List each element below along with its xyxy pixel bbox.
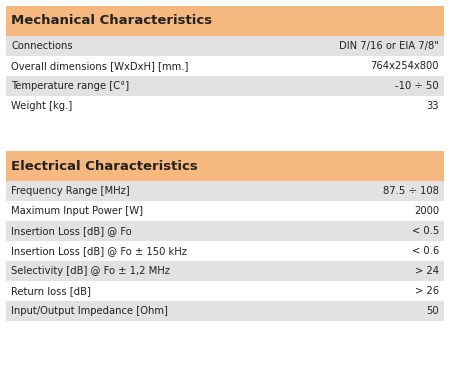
- Text: Temperature range [C°]: Temperature range [C°]: [11, 81, 129, 91]
- Text: 50: 50: [427, 306, 439, 316]
- Text: < 0.5: < 0.5: [412, 226, 439, 236]
- Text: Input/Output Impedance [Ohm]: Input/Output Impedance [Ohm]: [11, 306, 168, 316]
- Text: Insertion Loss [dB] @ Fo ± 150 kHz: Insertion Loss [dB] @ Fo ± 150 kHz: [11, 246, 187, 256]
- Text: Weight [kg.]: Weight [kg.]: [11, 101, 72, 111]
- Bar: [6, 36, 444, 56]
- Text: 87.5 ÷ 108: 87.5 ÷ 108: [383, 186, 439, 196]
- Text: 33: 33: [427, 101, 439, 111]
- Text: 2000: 2000: [414, 206, 439, 216]
- Bar: [6, 96, 444, 116]
- Text: Overall dimensions [WxDxH] [mm.]: Overall dimensions [WxDxH] [mm.]: [11, 61, 189, 71]
- Bar: [6, 201, 444, 221]
- Bar: [6, 301, 444, 321]
- Text: Frequency Range [MHz]: Frequency Range [MHz]: [11, 186, 130, 196]
- Bar: [6, 151, 444, 181]
- Text: -10 ÷ 50: -10 ÷ 50: [396, 81, 439, 91]
- Text: Connections: Connections: [11, 41, 72, 51]
- Text: > 26: > 26: [415, 286, 439, 296]
- Bar: [6, 76, 444, 96]
- Bar: [6, 6, 444, 36]
- Text: Maximum Input Power [W]: Maximum Input Power [W]: [11, 206, 143, 216]
- Text: > 24: > 24: [415, 266, 439, 276]
- Text: 764x254x800: 764x254x800: [370, 61, 439, 71]
- Bar: [6, 56, 444, 76]
- Text: Selectivity [dB] @ Fo ± 1,2 MHz: Selectivity [dB] @ Fo ± 1,2 MHz: [11, 266, 170, 276]
- Bar: [6, 261, 444, 281]
- Bar: [6, 241, 444, 261]
- Text: Mechanical Characteristics: Mechanical Characteristics: [11, 15, 212, 27]
- Text: Insertion Loss [dB] @ Fo: Insertion Loss [dB] @ Fo: [11, 226, 132, 236]
- Bar: [6, 221, 444, 241]
- Text: Electrical Characteristics: Electrical Characteristics: [11, 159, 198, 173]
- Bar: [6, 281, 444, 301]
- Text: < 0.6: < 0.6: [412, 246, 439, 256]
- Bar: [6, 181, 444, 201]
- Text: Return loss [dB]: Return loss [dB]: [11, 286, 91, 296]
- Text: DIN 7/16 or EIA 7/8": DIN 7/16 or EIA 7/8": [339, 41, 439, 51]
